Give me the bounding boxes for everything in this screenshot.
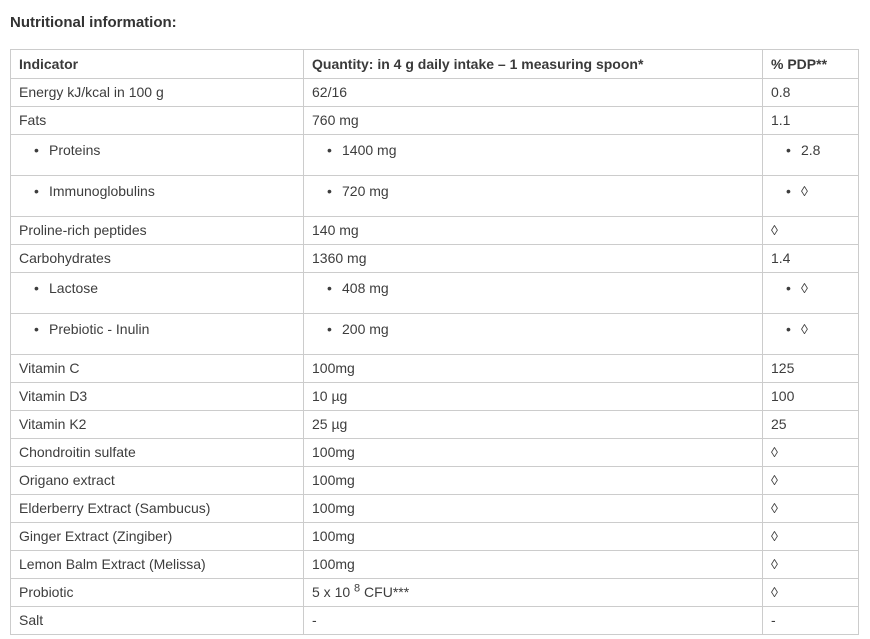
table-row: Energy kJ/kcal in 100 g 62/16 0.8 <box>10 78 859 107</box>
quantity-cell: 100mg <box>303 522 763 551</box>
indicator-cell: Elderberry Extract (Sambucus) <box>10 494 304 523</box>
page-title: Nutritional information: <box>10 14 177 31</box>
table-row: • Prebiotic - Inulin • 200 mg • ◊ <box>10 313 859 355</box>
indicator-cell: • Immunoglobulins <box>10 175 304 217</box>
quantity-cell: 62/16 <box>303 78 763 107</box>
quantity-cell: 100mg <box>303 550 763 579</box>
indicator-cell: Vitamin D3 <box>10 382 304 411</box>
pdp-cell: 0.8 <box>762 78 859 107</box>
indicator-cell: Energy kJ/kcal in 100 g <box>10 78 304 107</box>
quantity-cell: 5 x 10 8 CFU*** <box>303 578 763 607</box>
quantity-superscript: 8 <box>354 582 361 595</box>
pdp-cell: • ◊ <box>762 175 859 217</box>
table-row: Salt - - <box>10 606 859 635</box>
indicator-cell: • Prebiotic - Inulin <box>10 313 304 355</box>
pdp-cell: ◊ <box>762 438 859 467</box>
pdp-cell: • ◊ <box>762 313 859 355</box>
nutrition-table-body: Energy kJ/kcal in 100 g 62/16 0.8 Fats 760 m… <box>10 78 859 635</box>
header-row: Indicator Quantity: in 4 g daily intake … <box>10 49 859 79</box>
pdp-cell: • 2.8 <box>762 134 859 176</box>
quantity-cell: 1360 mg <box>303 244 763 273</box>
pdp-cell: ◊ <box>762 550 859 579</box>
table-row: Origano extract 100mg ◊ <box>10 466 859 495</box>
pdp-cell: ◊ <box>762 578 859 607</box>
pdp-cell: ◊ <box>762 216 859 245</box>
quantity-cell: • 720 mg <box>303 175 763 217</box>
table-row: Chondroitin sulfate 100mg ◊ <box>10 438 859 467</box>
table-row: Elderberry Extract (Sambucus) 100mg ◊ <box>10 494 859 523</box>
header-indicator: Indicator <box>10 49 304 79</box>
header-quantity: Quantity: in 4 g daily intake – 1 measur… <box>303 49 763 79</box>
quantity-cell: 25 µg <box>303 410 763 439</box>
quantity-cell: 140 mg <box>303 216 763 245</box>
table-row: Carbohydrates 1360 mg 1.4 <box>10 244 859 273</box>
pdp-cell: 100 <box>762 382 859 411</box>
pdp-cell: • ◊ <box>762 272 859 314</box>
indicator-cell: Vitamin C <box>10 354 304 383</box>
quantity-cell: 100mg <box>303 466 763 495</box>
pdp-cell: - <box>762 606 859 635</box>
table-header: Indicator Quantity: in 4 g daily intake … <box>10 49 859 79</box>
quantity-cell: - <box>303 606 763 635</box>
quantity-cell: • 200 mg <box>303 313 763 355</box>
indicator-cell: Lemon Balm Extract (Melissa) <box>10 550 304 579</box>
bullet-icon: • <box>327 321 332 337</box>
quantity-cell: • 408 mg <box>303 272 763 314</box>
bullet-icon: • <box>34 321 39 337</box>
indicator-cell: • Proteins <box>10 134 304 176</box>
table-row: Vitamin C 100mg 125 <box>10 354 859 383</box>
bullet-icon: • <box>786 280 791 296</box>
table-row: Vitamin K2 25 µg 25 <box>10 410 859 439</box>
table-row: • Lactose • 408 mg • ◊ <box>10 272 859 314</box>
pdp-cell: 1.4 <box>762 244 859 273</box>
bullet-icon: • <box>327 142 332 158</box>
indicator-cell: Chondroitin sulfate <box>10 438 304 467</box>
indicator-cell: Vitamin K2 <box>10 410 304 439</box>
nutrition-table: Indicator Quantity: in 4 g daily intake … <box>10 49 859 635</box>
indicator-cell: Origano extract <box>10 466 304 495</box>
indicator-cell: Ginger Extract (Zingiber) <box>10 522 304 551</box>
table-row: Fats 760 mg 1.1 <box>10 106 859 135</box>
pdp-cell: 125 <box>762 354 859 383</box>
pdp-cell: 1.1 <box>762 106 859 135</box>
indicator-cell: • Lactose <box>10 272 304 314</box>
bullet-icon: • <box>34 183 39 199</box>
table-row: Proline-rich peptides 140 mg ◊ <box>10 216 859 245</box>
table-row: • Proteins • 1400 mg • 2.8 <box>10 134 859 176</box>
quantity-cell: • 1400 mg <box>303 134 763 176</box>
header-pdp: % PDP** <box>762 49 859 79</box>
indicator-cell: Salt <box>10 606 304 635</box>
indicator-cell: Fats <box>10 106 304 135</box>
bullet-icon: • <box>786 142 791 158</box>
bullet-icon: • <box>327 280 332 296</box>
quantity-cell: 100mg <box>303 494 763 523</box>
table-row: Ginger Extract (Zingiber) 100mg ◊ <box>10 522 859 551</box>
indicator-cell: Proline-rich peptides <box>10 216 304 245</box>
table-row: Probiotic 5 x 10 8 CFU*** ◊ <box>10 578 859 607</box>
pdp-cell: ◊ <box>762 522 859 551</box>
pdp-cell: ◊ <box>762 466 859 495</box>
bullet-icon: • <box>786 321 791 337</box>
bullet-icon: • <box>327 183 332 199</box>
quantity-cell: 100mg <box>303 438 763 467</box>
bullet-icon: • <box>34 142 39 158</box>
quantity-cell: 100mg <box>303 354 763 383</box>
pdp-cell: ◊ <box>762 494 859 523</box>
table-row: • Immunoglobulins • 720 mg • ◊ <box>10 175 859 217</box>
indicator-cell: Probiotic <box>10 578 304 607</box>
table-row: Vitamin D3 10 µg 100 <box>10 382 859 411</box>
quantity-cell: 10 µg <box>303 382 763 411</box>
indicator-cell: Carbohydrates <box>10 244 304 273</box>
bullet-icon: • <box>786 183 791 199</box>
pdp-cell: 25 <box>762 410 859 439</box>
table-row: Lemon Balm Extract (Melissa) 100mg ◊ <box>10 550 859 579</box>
quantity-cell: 760 mg <box>303 106 763 135</box>
bullet-icon: • <box>34 280 39 296</box>
